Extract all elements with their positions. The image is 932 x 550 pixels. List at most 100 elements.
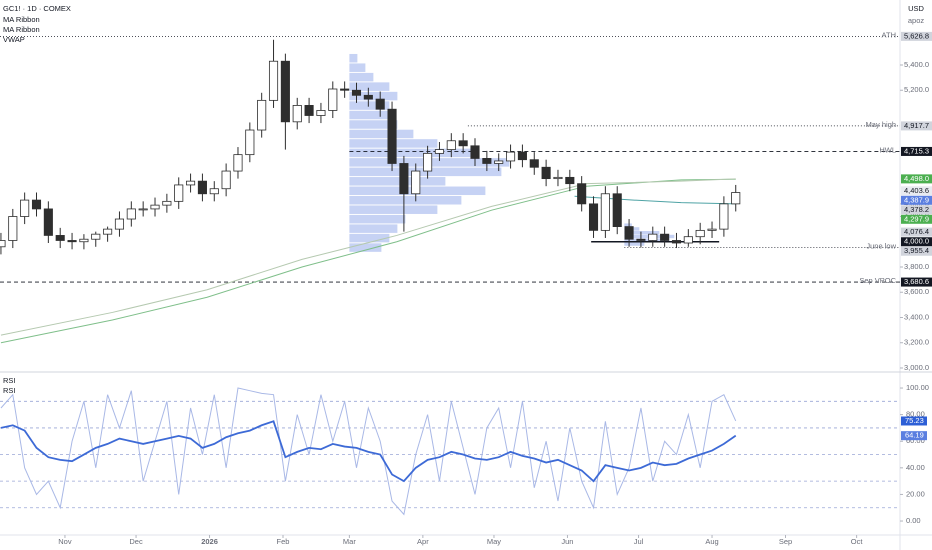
candle-body	[577, 183, 587, 205]
candle-body	[174, 184, 184, 202]
volume-profile-bar	[349, 91, 398, 101]
price-tag-label: 3,680.6	[904, 277, 929, 286]
candle-body	[648, 233, 658, 241]
price-tag	[901, 246, 932, 256]
candle-body	[316, 110, 326, 116]
candle-body	[482, 158, 492, 164]
candle-body	[375, 98, 385, 110]
rsi-tick-label: 60.00	[906, 436, 925, 445]
candle-body	[67, 240, 77, 243]
x-tick-label: Apr	[417, 537, 429, 546]
candle-body	[197, 180, 207, 195]
indicator-label: MA Ribbon	[3, 15, 40, 24]
price-tag-label: 4,297.9	[904, 214, 929, 223]
candle-body	[719, 203, 729, 230]
rsi-tick-label: 20.00	[906, 489, 925, 498]
volume-profile-bar	[349, 177, 446, 186]
volume-profile-bar	[624, 223, 632, 227]
volume-profile-bar	[349, 205, 438, 214]
x-tick-label: May	[487, 537, 501, 546]
candle-body	[399, 163, 409, 195]
volume-profile-bar	[349, 120, 398, 129]
candle-body	[494, 160, 504, 164]
candle-body	[506, 151, 516, 162]
candle-body	[458, 140, 468, 147]
candle-body	[43, 208, 53, 236]
x-tick-label: Feb	[277, 537, 290, 546]
candle-body	[541, 166, 551, 180]
volume-profile-bar	[349, 101, 390, 110]
volume-profile-bar	[349, 148, 478, 158]
price-tag-label: 4,076.4	[904, 227, 929, 236]
candle-body	[162, 200, 172, 206]
candle-body	[411, 170, 421, 195]
volume-profile-bar	[349, 214, 406, 224]
price-tag-label: 4,715.3	[904, 146, 929, 155]
x-tick-label: Jun	[561, 537, 573, 546]
candle-body	[79, 238, 89, 243]
volume-profile-bar	[349, 224, 398, 233]
price-tag-label: 4,378.2	[904, 205, 929, 214]
y-tick-label: 5,400.0	[904, 60, 929, 69]
volume-profile-bar	[624, 231, 660, 235]
candle-body	[103, 228, 113, 235]
candle-body	[20, 199, 30, 217]
price-tag-label: 4,387.9	[904, 195, 929, 204]
rsi-tag-label: 64.19	[905, 431, 924, 440]
volume-profile-bar	[624, 238, 670, 242]
candle-body	[292, 105, 302, 123]
candle-body	[340, 88, 350, 91]
rsi-tick-label: 100.00	[906, 383, 929, 392]
price-tag	[901, 227, 932, 237]
x-tick-label: Oct	[851, 537, 864, 546]
candle-body	[423, 152, 433, 172]
price-tag	[901, 277, 932, 287]
level-label: May high	[866, 120, 896, 129]
rsi-tick-label: 40.00	[906, 463, 925, 472]
y-tick-label: 5,200.0	[904, 85, 929, 94]
price-tag	[901, 121, 932, 131]
candle-body	[209, 188, 219, 195]
candle-body	[731, 192, 741, 205]
y-tick-label: 3,400.0	[904, 312, 929, 321]
candle-body	[114, 218, 125, 230]
candle-body	[446, 140, 456, 150]
candle-body	[387, 108, 397, 164]
x-tick-label: Aug	[705, 537, 718, 546]
price-tag	[901, 186, 932, 196]
candle-body	[186, 180, 196, 186]
candle-body	[233, 154, 243, 172]
volume-profile-bar	[349, 110, 395, 120]
candle-body	[624, 226, 634, 240]
candle-body	[363, 94, 373, 100]
price-tag-label: 3,955.4	[904, 246, 929, 255]
candle-body	[8, 216, 18, 241]
chart-title: GC1! · 1D · COMEX	[3, 4, 71, 13]
price-tag-label: 4,498.0	[904, 174, 929, 183]
x-tick-label: Mar	[343, 537, 356, 546]
level-label: HWL	[879, 145, 896, 154]
rsi-tag	[901, 431, 927, 441]
candle-body	[517, 151, 527, 161]
candle-body	[328, 88, 338, 111]
candle-body	[695, 229, 705, 238]
candle-body	[553, 176, 563, 180]
price-tag	[901, 174, 932, 184]
volume-profile-bar	[349, 53, 358, 63]
candle-body	[91, 233, 101, 240]
price-tag	[901, 205, 932, 215]
candle-body	[565, 176, 575, 185]
candle-body	[221, 170, 231, 190]
rsi-tag	[901, 416, 927, 426]
x-tick-label: 2026	[201, 537, 218, 546]
level-label: June low	[866, 241, 896, 250]
price-tag-label: 4,000.0	[904, 237, 929, 246]
y-tick-label: 3,200.0	[904, 338, 929, 347]
y-tick-label: 3,600.0	[904, 287, 929, 296]
volume-profile-bar	[349, 82, 390, 91]
x-tick-label: Nov	[58, 537, 72, 546]
volume-profile-bar	[349, 63, 366, 72]
candle-body	[0, 240, 6, 248]
